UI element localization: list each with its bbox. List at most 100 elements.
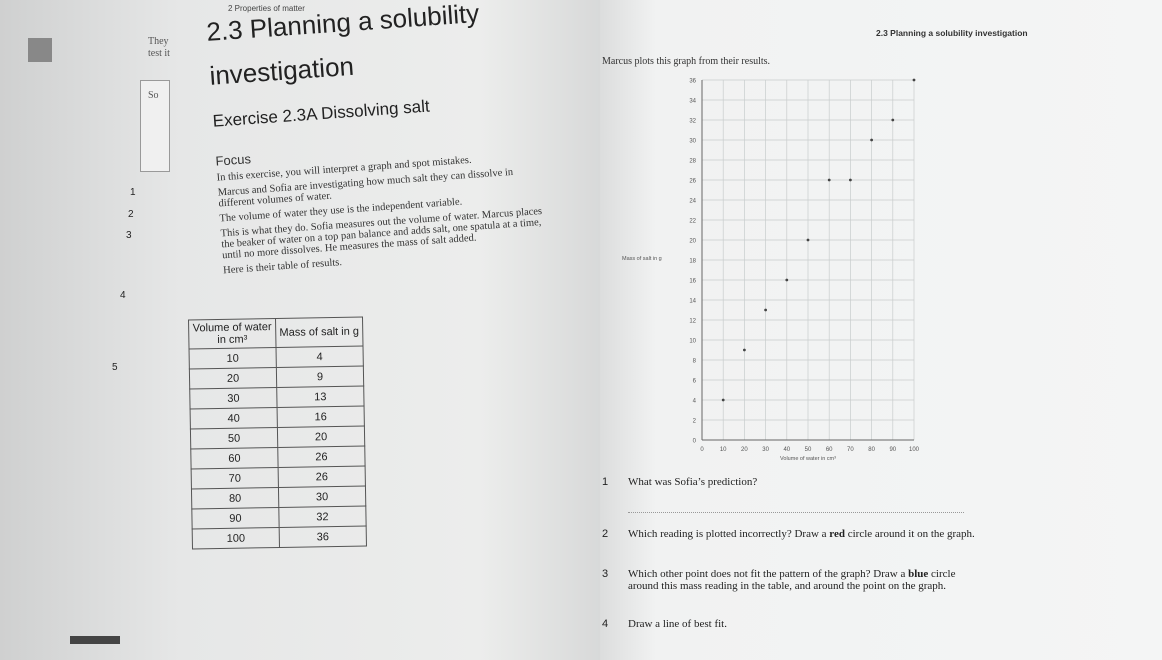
exercise-text: 2.3 Planning a solubility investigation … (205, 0, 553, 276)
question-text-part: blue (908, 568, 929, 580)
question-text-part: Which other point does not fit the patte… (628, 568, 909, 580)
table-cell: 100 (192, 527, 280, 550)
margin-number: 4 (120, 290, 126, 301)
table-cell: 60 (190, 447, 279, 470)
table-cell: 80 (191, 487, 279, 510)
y-tick-label: 30 (689, 139, 696, 145)
table-cell: 26 (277, 445, 366, 468)
y-axis-label: Mass of salt in g (622, 256, 662, 262)
table-cell: 4 (276, 345, 364, 368)
table-cell: 32 (278, 505, 367, 528)
question-text-part: Which reading is plotted incorrectly? Dr… (628, 528, 830, 540)
table-row: 100 36 (192, 525, 367, 550)
right-page (600, 0, 1162, 660)
exercise-title: Exercise 2.3A Dissolving salt (212, 96, 431, 131)
data-point (827, 178, 831, 182)
table-cell: 36 (279, 525, 367, 548)
x-tick-label: 80 (868, 447, 875, 453)
table-header-row: Volume of water in cm³ Mass of salt in g (188, 316, 363, 350)
x-tick-label: 50 (805, 447, 812, 453)
page-header-left: 2 Properties of matter (228, 4, 305, 13)
question-text-part: What was Sofia’s prediction? (628, 476, 758, 488)
left-page (0, 0, 600, 660)
y-tick-label: 18 (689, 259, 696, 265)
y-tick-label: 24 (689, 199, 696, 205)
y-tick-label: 12 (689, 319, 696, 325)
y-tick-label: 0 (693, 439, 697, 445)
x-tick-label: 60 (826, 447, 833, 453)
question-text-part: Draw a line of best fit. (628, 618, 727, 630)
x-tick-label: 0 (700, 447, 704, 453)
question-number: 2 (602, 528, 609, 540)
y-tick-label: 8 (693, 359, 697, 365)
table-cell: 26 (278, 465, 366, 488)
table-cell: 30 (189, 387, 278, 410)
margin-word: So (148, 90, 159, 101)
table-cell: 90 (191, 507, 280, 530)
y-tick-label: 26 (689, 179, 696, 185)
x-tick-label: 100 (909, 447, 920, 453)
data-point (785, 278, 789, 282)
y-tick-label: 6 (693, 379, 697, 385)
question-number: 3 (602, 568, 609, 580)
table-header: Volume of water in cm³ (188, 318, 277, 350)
y-tick-label: 22 (689, 219, 696, 225)
margin-number: 5 (112, 362, 118, 373)
margin-block (28, 38, 52, 62)
data-point (870, 138, 873, 142)
y-tick-label: 2 (693, 419, 697, 425)
margin-word: They (148, 36, 169, 47)
data-point (891, 118, 895, 122)
question-text: What was Sofia’s prediction? (628, 476, 978, 488)
table-cell: 10 (189, 347, 277, 370)
question-text: Which other point does not fit the patte… (628, 568, 978, 592)
table-cell: 13 (276, 385, 365, 408)
question-number: 1 (602, 476, 609, 488)
data-point (912, 78, 916, 82)
margin-bar (70, 636, 120, 644)
y-tick-label: 10 (689, 339, 696, 345)
y-tick-label: 20 (689, 239, 696, 245)
graph-intro: Marcus plots this graph from their resul… (602, 56, 771, 67)
table-cell: 30 (278, 485, 366, 508)
table-cell: 70 (191, 467, 279, 490)
x-tick-label: 20 (741, 447, 748, 453)
margin-word: test it (148, 48, 170, 59)
data-point (721, 398, 725, 402)
y-tick-label: 14 (689, 299, 696, 305)
x-tick-label: 70 (847, 447, 854, 453)
question-text-part: circle around it on the graph. (844, 528, 975, 540)
y-tick-label: 36 (689, 79, 696, 85)
table-cell: 50 (190, 427, 278, 450)
margin-number: 2 (128, 209, 134, 220)
data-point (764, 308, 767, 312)
y-tick-label: 32 (689, 119, 696, 125)
margin-box (140, 80, 170, 172)
answer-line (628, 512, 964, 513)
y-tick-label: 16 (689, 279, 696, 285)
question-text-part: red (829, 528, 845, 540)
y-tick-label: 34 (689, 99, 696, 105)
x-tick-label: 40 (783, 447, 790, 453)
section-title: 2.3 Planning a solubility investigation (205, 0, 481, 91)
x-axis-label: Volume of water in cm³ (780, 456, 836, 462)
data-point (806, 238, 810, 242)
question-text: Draw a line of best fit. (628, 618, 978, 630)
table-cell: 9 (276, 365, 364, 388)
data-point (849, 178, 852, 182)
table-cell: 16 (277, 405, 365, 428)
margin-number: 1 (130, 187, 136, 198)
y-tick-label: 4 (693, 399, 697, 405)
x-tick-label: 90 (889, 447, 896, 453)
x-tick-label: 10 (720, 447, 727, 453)
y-tick-label: 28 (689, 159, 696, 165)
table-cell: 20 (189, 367, 277, 390)
data-point (743, 348, 746, 352)
table-header: Mass of salt in g (275, 316, 363, 348)
table-cell: 40 (190, 407, 278, 430)
margin-number: 3 (126, 230, 132, 241)
question-text: Which reading is plotted incorrectly? Dr… (628, 528, 978, 540)
